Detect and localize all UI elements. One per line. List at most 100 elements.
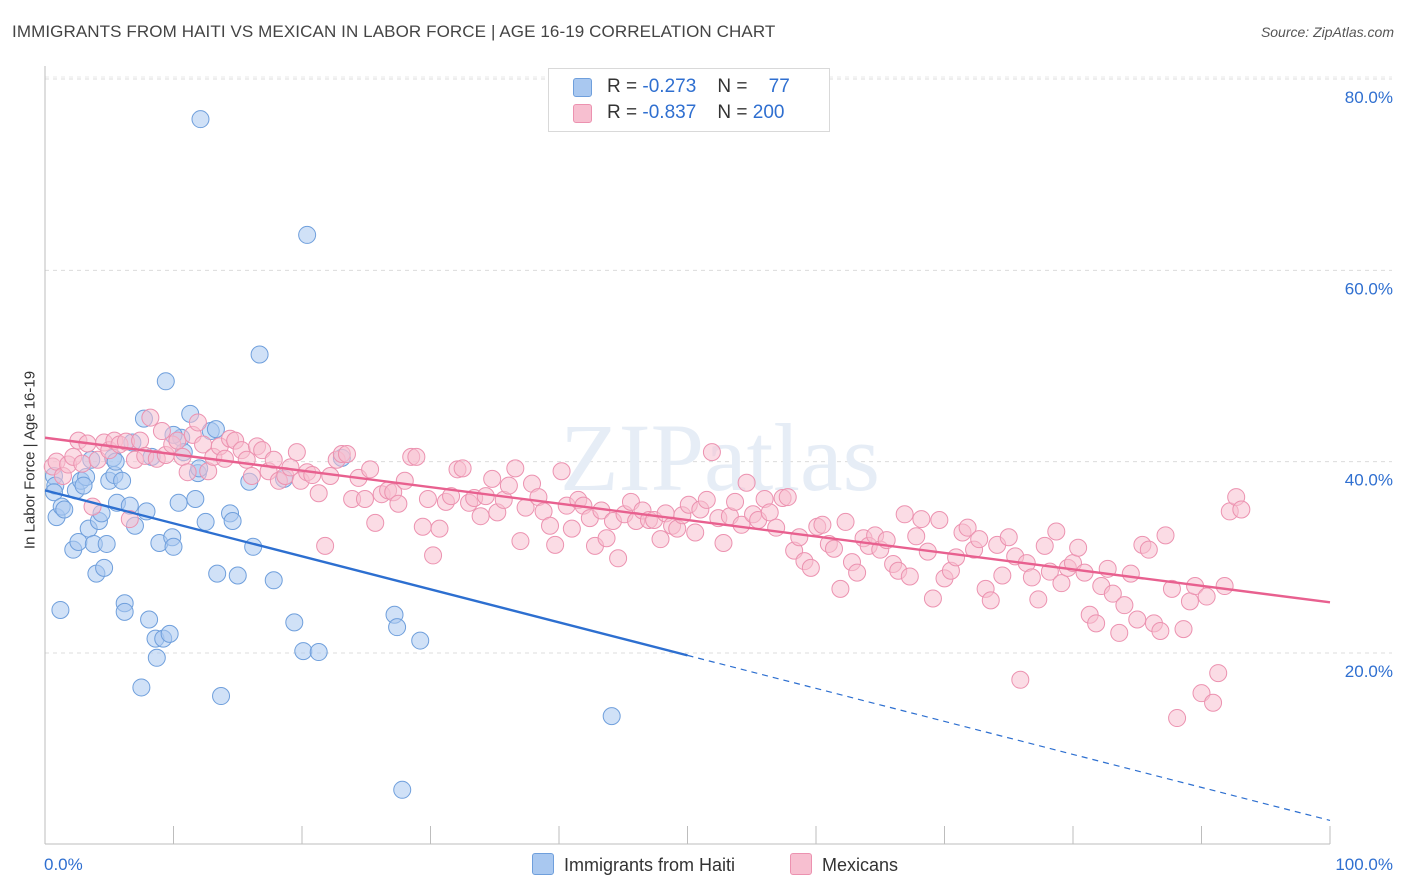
data-point <box>395 471 414 490</box>
data-point <box>413 517 432 536</box>
source-label: Source: ZipAtlas.com <box>1260 24 1394 40</box>
data-point <box>253 441 272 460</box>
data-point <box>801 558 820 577</box>
data-point <box>285 613 304 632</box>
data-point <box>609 549 628 568</box>
data-point <box>208 564 227 583</box>
r-label: R = <box>607 76 638 97</box>
data-point <box>1121 564 1140 583</box>
data-point <box>1047 522 1066 541</box>
data-point <box>546 535 565 554</box>
data-point <box>152 422 171 441</box>
trend-line-extension <box>687 654 1331 821</box>
data-point <box>1197 587 1216 606</box>
y-tick-label: 20.0% <box>1345 662 1393 681</box>
data-point <box>303 466 322 485</box>
data-point <box>947 548 966 567</box>
data-point <box>686 523 705 542</box>
data-point <box>178 463 197 482</box>
data-point <box>453 459 472 478</box>
legend-swatch-mexicans <box>573 104 592 123</box>
data-point <box>1052 574 1071 593</box>
data-point <box>355 489 374 508</box>
data-point <box>1029 590 1048 609</box>
data-point <box>1151 621 1170 640</box>
data-point <box>361 460 380 479</box>
data-point <box>164 537 183 556</box>
n-value: 77 <box>768 76 790 97</box>
data-point <box>1115 596 1134 615</box>
y-tick-label: 60.0% <box>1345 279 1393 298</box>
data-point <box>970 530 989 549</box>
data-point <box>981 591 1000 610</box>
data-point <box>552 462 571 481</box>
legend-swatch-haiti <box>573 78 592 97</box>
data-point <box>1209 664 1228 683</box>
data-point <box>511 532 530 551</box>
data-point <box>389 494 408 513</box>
data-point <box>471 507 490 526</box>
data-point <box>73 454 92 473</box>
data-point <box>1204 693 1223 712</box>
data-point <box>206 420 225 439</box>
data-point <box>651 530 670 549</box>
data-point <box>188 413 207 432</box>
r-value: -0.273 <box>642 76 697 97</box>
data-point <box>737 473 756 492</box>
data-point <box>1192 684 1211 703</box>
grid-lines <box>45 76 1392 654</box>
data-point <box>388 618 407 637</box>
data-point <box>95 558 114 577</box>
data-point <box>714 533 733 552</box>
x-tick-label: 100.0% <box>1335 855 1393 874</box>
data-point <box>506 459 525 478</box>
data-point <box>366 513 385 532</box>
data-point <box>191 110 210 129</box>
data-point <box>993 566 1012 585</box>
chart-title: IMMIGRANTS FROM HAITI VS MEXICAN IN LABO… <box>12 22 776 41</box>
data-point <box>132 678 151 697</box>
bottom-legend-mexicans: Mexicans <box>790 853 898 876</box>
y-tick-label: 80.0% <box>1345 88 1393 107</box>
tick-labels: 20.0% 40.0% 60.0% 80.0% 0.0% 100.0% <box>44 88 1393 874</box>
data-point <box>824 539 843 558</box>
y-tick-label: 40.0% <box>1345 471 1393 490</box>
data-point <box>1156 526 1175 545</box>
data-point <box>228 566 247 585</box>
data-point <box>250 345 269 364</box>
data-point <box>264 571 283 590</box>
bottom-legend-haiti: Immigrants from Haiti <box>532 853 735 876</box>
data-point <box>242 467 261 486</box>
data-point <box>848 563 867 582</box>
data-point <box>1110 623 1129 642</box>
data-point <box>74 476 93 495</box>
data-point <box>88 450 107 469</box>
series-mexicans <box>43 408 1251 728</box>
data-point <box>309 484 328 503</box>
data-point <box>999 528 1018 547</box>
bottom-legend-label-haiti: Immigrants from Haiti <box>564 855 736 875</box>
data-point <box>442 487 461 506</box>
data-point <box>140 610 159 629</box>
n-label: N = <box>717 76 748 97</box>
data-point <box>958 518 977 537</box>
data-point <box>298 225 317 244</box>
data-point <box>726 492 745 511</box>
data-point <box>602 707 621 726</box>
legend-text-haiti: R = -0.273 N = 77 <box>607 76 790 98</box>
trend-line <box>44 436 1331 604</box>
data-point <box>831 579 850 598</box>
bottom-legend-swatch-haiti <box>532 853 554 875</box>
r-label: R = <box>607 102 638 123</box>
data-point <box>430 519 449 538</box>
data-point <box>836 512 855 531</box>
correlation-legend: R = -0.273 N = 77 R = -0.837 N = 200 <box>548 68 830 132</box>
data-point <box>120 510 139 529</box>
data-point <box>131 431 150 450</box>
data-point <box>160 624 179 643</box>
data-point <box>778 488 797 507</box>
data-point <box>424 546 443 565</box>
data-point <box>1103 584 1122 603</box>
data-point <box>223 511 242 530</box>
